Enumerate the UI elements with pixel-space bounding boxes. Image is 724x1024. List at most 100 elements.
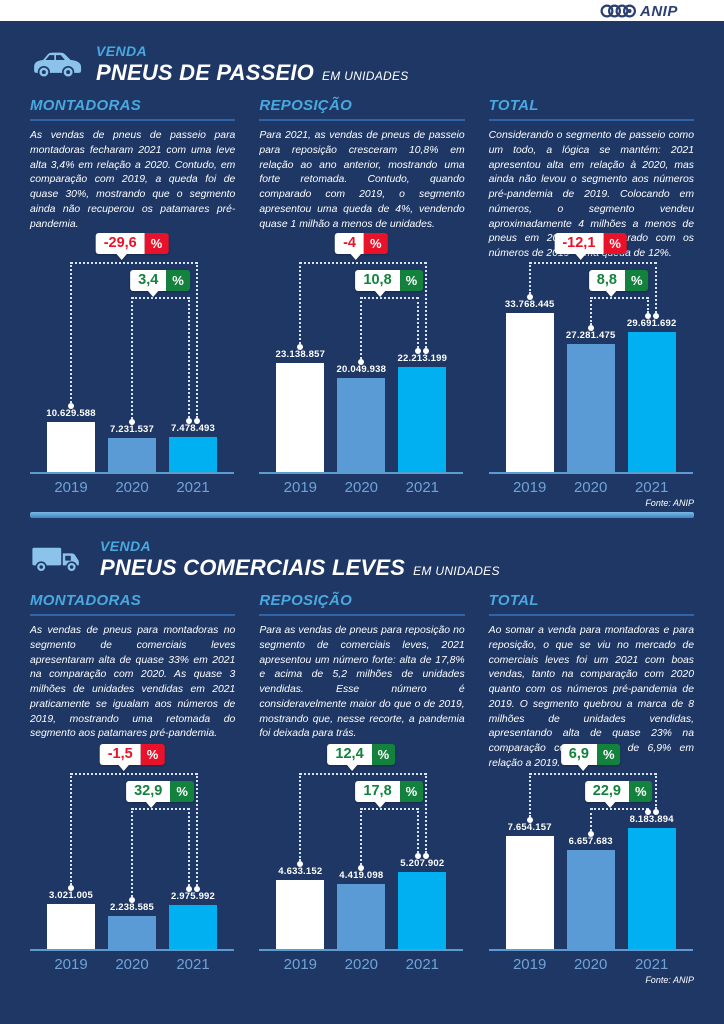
pct-badge-tail (374, 290, 387, 303)
connector-line (361, 808, 419, 810)
year-label-2020: 2020 (573, 479, 608, 496)
bar-value-2019: 23.138.857 (275, 349, 326, 360)
section-passeio-columns: MONTADORAS As vendas de pneus de passeio… (30, 97, 694, 259)
anip-logo: ANIP (600, 3, 678, 19)
connector-line (132, 808, 189, 810)
year-label-2020: 2020 (344, 479, 379, 496)
connector-line (300, 262, 427, 264)
bar-value-2021: 29.691.692 (626, 318, 677, 329)
connector-dot (587, 831, 594, 837)
connector-dot (423, 853, 430, 859)
bar-value-2020: 7.231.537 (109, 424, 155, 435)
column-heading: TOTAL (488, 592, 694, 616)
column-heading: REPOSIÇÃO (259, 97, 465, 121)
connector-line (646, 297, 649, 313)
connector-dot (194, 418, 200, 424)
column-heading: REPOSIÇÃO (259, 592, 465, 616)
pct-badge-tail (574, 253, 587, 266)
year-label-2019: 2019 (54, 479, 88, 496)
bar-value-2020: 4.419.098 (339, 870, 384, 881)
connector-line (71, 773, 197, 775)
pct-badge-positive: 6,9% (560, 744, 621, 771)
pct-badge-positive: 3,4% (130, 270, 190, 297)
connector-line (425, 262, 428, 348)
pct-badge-sign: % (140, 744, 165, 765)
connector-line (528, 773, 531, 817)
chart-comerciais-montadoras: 3.021.005 2019 2.238.585 2020 2.975.992 2021 -… (30, 744, 235, 973)
bar-value-2020: 20.049.938 (336, 364, 387, 375)
pct-badge-value: 10,8 (355, 270, 400, 291)
bar-2021 (169, 437, 217, 472)
connector-dot (587, 325, 594, 331)
connector-line (425, 773, 428, 853)
connector-line (299, 773, 302, 861)
chart-baseline (30, 472, 234, 474)
pct-badge-positive: 8,8% (588, 270, 649, 297)
connector-line (589, 297, 592, 325)
connector-line (131, 808, 133, 897)
column-heading: MONTADORAS (30, 97, 236, 121)
bar-value-2021: 22.213.199 (397, 353, 448, 364)
pct-badge-tail (145, 801, 158, 814)
bar-value-2019: 7.654.157 (507, 822, 552, 833)
year-label-2020: 2020 (115, 956, 149, 973)
chart-passeio-montadoras: 10.629.588 2019 7.231.537 2020 7.478.493 2021… (30, 233, 235, 496)
fonte-label: Fonte: ANIP (645, 498, 694, 508)
column-text: As vendas de pneus de passeio para monta… (30, 130, 236, 230)
chart-passeio-reposicao: 23.138.857 2019 20.049.938 2020 22.213.199 20… (259, 233, 464, 496)
pct-badge-tail (577, 764, 590, 777)
pct-badge-sign: % (144, 233, 169, 254)
connector-line (188, 808, 190, 886)
connector-line (70, 262, 72, 403)
connector-line (654, 262, 657, 313)
connector-line (299, 262, 302, 344)
chart-baseline (259, 472, 464, 474)
bar-2020 (337, 884, 386, 949)
pct-badge-value: 17,8 (355, 781, 400, 802)
section-passeio-titles: VENDA PNEUS DE PASSEIO EM UNIDADES (96, 43, 409, 86)
year-label-2021: 2021 (176, 479, 210, 496)
pct-badge-tail (346, 764, 359, 777)
section-comerciais-titles: VENDA PNEUS COMERCIAIS LEVES EM UNIDADES (100, 538, 500, 581)
bar-2020 (108, 916, 156, 949)
connector-line (132, 297, 189, 299)
top-bar: ANIP (0, 0, 724, 21)
bar-2021 (398, 367, 447, 472)
connector-dot (526, 294, 533, 300)
year-label-2021: 2021 (176, 956, 210, 973)
connector-dot (526, 817, 533, 823)
pct-badge-value: 32,9 (126, 781, 171, 802)
bar-value-2019: 33.768.445 (504, 299, 555, 310)
connector-line (590, 297, 648, 299)
bar-2021 (398, 872, 447, 949)
bar-2019 (47, 904, 95, 949)
connector-dot (652, 313, 659, 319)
pct-badge-value: 6,9 (560, 744, 597, 765)
chart-passeio-total: 33.768.445 2019 27.281.475 2020 29.691.692 20… (488, 233, 694, 496)
pct-badge-tail (603, 801, 616, 814)
year-label-2020: 2020 (344, 956, 379, 973)
pct-badge-tail (374, 801, 387, 814)
connector-line (300, 773, 427, 775)
bar-value-2020: 2.238.585 (109, 902, 155, 913)
car-icon (34, 52, 82, 79)
pct-badge-sign: % (371, 744, 396, 765)
pct-badge-value: -1,5 (99, 744, 141, 765)
bar-value-2021: 8.183.894 (629, 814, 674, 825)
connector-dot (194, 886, 200, 892)
section-title-suffix: EM UNIDADES (321, 68, 409, 83)
connector-dot (186, 886, 192, 892)
connector-dot (644, 809, 651, 815)
connector-dot (297, 344, 304, 350)
bar-2019 (276, 880, 325, 949)
pct-badge-sign: % (399, 781, 424, 802)
connector-dot (415, 853, 422, 859)
connector-dot (358, 865, 365, 871)
chart-baseline (488, 472, 693, 474)
pct-badge-tail (349, 253, 362, 266)
connector-dot (415, 348, 422, 354)
year-label-2020: 2020 (115, 479, 149, 496)
pct-badge-value: 22,9 (584, 781, 629, 802)
bar-2019 (505, 313, 554, 472)
bar-value-2020: 6.657.683 (568, 836, 613, 847)
